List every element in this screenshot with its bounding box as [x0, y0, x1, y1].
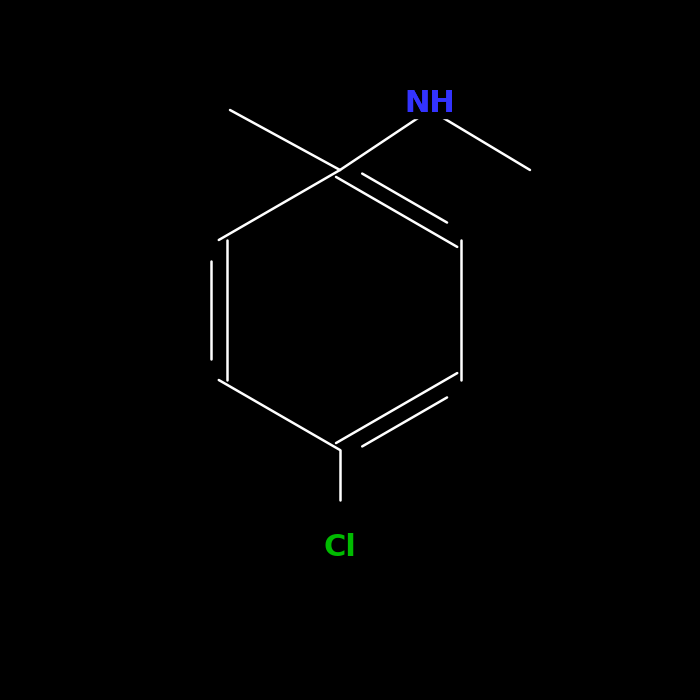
Text: Cl: Cl: [323, 533, 356, 563]
Text: NH: NH: [405, 90, 456, 118]
Bar: [402, 90, 458, 118]
Text: NH: NH: [405, 90, 456, 118]
